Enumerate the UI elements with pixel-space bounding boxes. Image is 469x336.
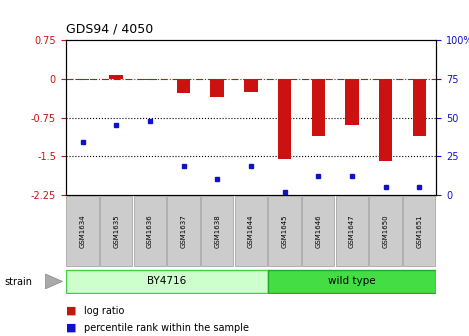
Bar bbox=[143, 79, 157, 80]
Text: GSM1651: GSM1651 bbox=[416, 214, 422, 248]
Text: GSM1635: GSM1635 bbox=[113, 214, 119, 248]
Text: GSM1645: GSM1645 bbox=[281, 214, 287, 248]
Text: GSM1637: GSM1637 bbox=[181, 214, 187, 248]
FancyBboxPatch shape bbox=[235, 196, 267, 266]
Text: BY4716: BY4716 bbox=[147, 277, 186, 286]
FancyBboxPatch shape bbox=[134, 196, 166, 266]
FancyBboxPatch shape bbox=[403, 196, 436, 266]
Bar bbox=[278, 79, 291, 159]
FancyBboxPatch shape bbox=[201, 196, 234, 266]
FancyBboxPatch shape bbox=[100, 196, 132, 266]
Bar bbox=[244, 79, 257, 92]
Bar bbox=[211, 79, 224, 97]
FancyBboxPatch shape bbox=[336, 196, 368, 266]
Text: GSM1650: GSM1650 bbox=[383, 214, 389, 248]
FancyBboxPatch shape bbox=[66, 270, 268, 293]
Text: GSM1646: GSM1646 bbox=[315, 214, 321, 248]
Polygon shape bbox=[45, 274, 62, 289]
Text: log ratio: log ratio bbox=[84, 306, 125, 316]
Bar bbox=[345, 79, 359, 125]
Text: percentile rank within the sample: percentile rank within the sample bbox=[84, 323, 250, 333]
Bar bbox=[76, 79, 89, 80]
Bar bbox=[311, 79, 325, 136]
FancyBboxPatch shape bbox=[66, 196, 98, 266]
Bar bbox=[109, 75, 123, 79]
Text: GSM1647: GSM1647 bbox=[349, 214, 355, 248]
Text: wild type: wild type bbox=[328, 277, 376, 286]
FancyBboxPatch shape bbox=[268, 270, 436, 293]
Bar bbox=[379, 79, 393, 161]
Text: strain: strain bbox=[5, 277, 33, 287]
FancyBboxPatch shape bbox=[302, 196, 334, 266]
Text: GSM1644: GSM1644 bbox=[248, 214, 254, 248]
FancyBboxPatch shape bbox=[167, 196, 200, 266]
Bar bbox=[177, 79, 190, 93]
Text: GSM1634: GSM1634 bbox=[80, 214, 85, 248]
Text: GSM1638: GSM1638 bbox=[214, 214, 220, 248]
Bar bbox=[413, 79, 426, 136]
Text: ■: ■ bbox=[66, 323, 76, 333]
Text: GSM1636: GSM1636 bbox=[147, 214, 153, 248]
FancyBboxPatch shape bbox=[370, 196, 402, 266]
FancyBboxPatch shape bbox=[268, 196, 301, 266]
Text: ■: ■ bbox=[66, 306, 76, 316]
Text: GDS94 / 4050: GDS94 / 4050 bbox=[66, 22, 153, 35]
